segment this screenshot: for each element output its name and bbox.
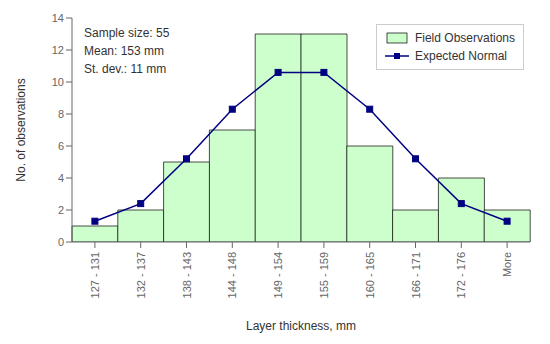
svg-text:6: 6 xyxy=(58,140,64,152)
html-text:Sample size: 55: Sample size: 55 xyxy=(84,26,170,40)
html-text:St. dev.: 11 mm: St. dev.: 11 mm xyxy=(84,62,167,76)
svg-text:4: 4 xyxy=(58,172,64,184)
svg-text:144 - 148: 144 - 148 xyxy=(226,252,238,298)
html-text:Mean: 153 mm: Mean: 153 mm xyxy=(84,44,164,58)
html-text:Field Observations: Field Observations xyxy=(415,31,515,45)
svg-text:No. of observations: No. of observations xyxy=(14,78,28,181)
svg-text:Layer thickness, mm: Layer thickness, mm xyxy=(246,319,356,333)
svg-text:12: 12 xyxy=(52,44,64,56)
svg-text:132 - 137: 132 - 137 xyxy=(135,252,147,298)
svg-text:149 - 154: 149 - 154 xyxy=(272,252,284,298)
svg-text:More: More xyxy=(501,252,513,277)
svg-text:127 - 131: 127 - 131 xyxy=(89,252,101,298)
svg-text:155 - 159: 155 - 159 xyxy=(318,252,330,298)
svg-text:166 - 171: 166 - 171 xyxy=(410,252,422,298)
svg-text:8: 8 xyxy=(58,108,64,120)
svg-text:172 - 176: 172 - 176 xyxy=(455,252,467,298)
svg-text:138 - 143: 138 - 143 xyxy=(181,252,193,298)
svg-text:14: 14 xyxy=(52,12,64,24)
svg-text:160 - 165: 160 - 165 xyxy=(364,252,376,298)
svg-text:0: 0 xyxy=(58,236,64,248)
html-text:Expected Normal: Expected Normal xyxy=(415,49,507,63)
svg-text:2: 2 xyxy=(58,204,64,216)
svg-text:10: 10 xyxy=(52,76,64,88)
